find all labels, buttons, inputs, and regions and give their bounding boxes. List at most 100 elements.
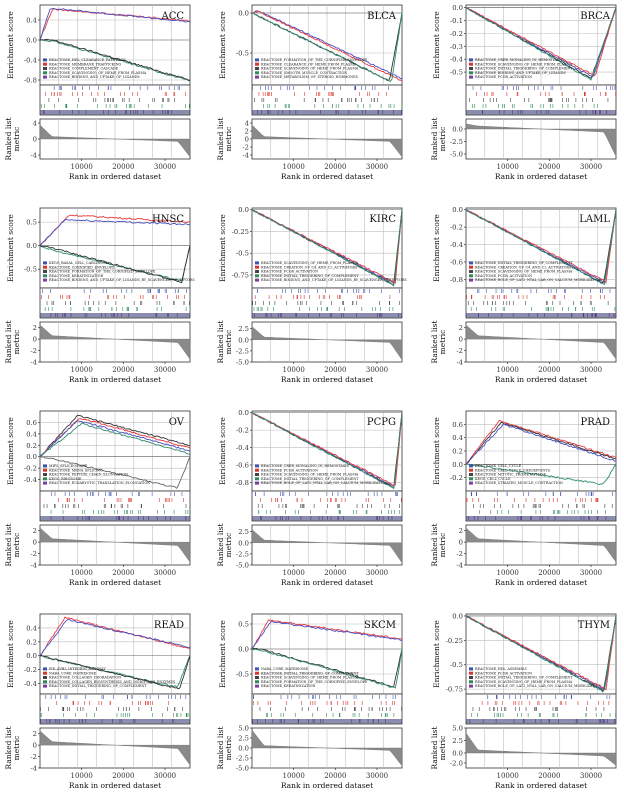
xtick-label: 20000	[324, 366, 346, 374]
legend-label: REACTOME_METABOLISM_OF_STEROID_HORMONES	[261, 75, 359, 79]
es-curve	[465, 615, 617, 691]
xtick-label: 20000	[324, 163, 346, 171]
rl-ytick-label: -2	[30, 753, 37, 761]
es-curve	[251, 412, 403, 486]
rl-ytick-label: -5.0	[450, 151, 463, 159]
rl-ytick-label: -4	[456, 359, 463, 367]
es-curve	[465, 615, 617, 693]
es-ytick-label: 0.5	[26, 219, 37, 227]
es-ytick-label: 0.4	[452, 434, 463, 442]
legend-swatch	[255, 270, 259, 273]
rl-ytick-label: 2	[459, 527, 463, 535]
es-curve	[39, 618, 191, 657]
es-ytick-label: 0.0	[238, 206, 249, 214]
rl-ytick-label: 0	[33, 136, 37, 144]
legend-label: REACTOME_CREATION_OF_C4_AND_C2_ACTIVATOR…	[261, 265, 358, 269]
xlabel: Rank in ordered dataset	[495, 578, 587, 587]
es-curve	[465, 7, 617, 77]
es-ytick-label: -0.5	[236, 671, 249, 679]
panel-ov: 0.60.40.20.0-0.2-0.4MIPS_SPLICEOSOMEREAC…	[4, 410, 191, 587]
legend-swatch	[255, 261, 259, 265]
rl-ytick-label: -5.0	[236, 765, 249, 773]
rl-ytick-label: 5.0	[452, 725, 463, 733]
es-ytick-label: 0.4	[26, 430, 37, 438]
es-curve	[251, 648, 403, 689]
xtick-label: 30000	[154, 366, 176, 374]
legend-swatch	[469, 671, 473, 675]
xlabel: Rank in ordered dataset	[69, 375, 161, 384]
rl-ylabel-line1: Ranked list	[4, 727, 13, 770]
es-ytick-label: -0.4	[24, 476, 37, 484]
panel-title: PRAD	[581, 417, 611, 428]
es-ytick-label: -0.25	[232, 228, 249, 236]
es-ytick-label: 0.0	[452, 612, 463, 620]
legend-swatch	[43, 274, 47, 278]
es-ylabel: Enrichment score	[6, 417, 15, 485]
rl-ytick-label: -2.5	[236, 755, 249, 763]
xlabel: Rank in ordered dataset	[495, 172, 587, 181]
legend-label: REACTOME_STRIATED_MUSCLE_CONTRACTION	[475, 481, 563, 485]
legend-label: REACTOME_COLLAGEN_BIOSYNTHESIS_AND_MODIF…	[49, 680, 176, 684]
legend-swatch	[469, 274, 473, 278]
es-ytick-label: -0.8	[450, 276, 463, 284]
panel-thym: 0.0-0.25-0.5-0.75REACTOME_HDL_ASSEMBLYRE…	[430, 612, 617, 790]
legend-swatch	[255, 473, 259, 476]
rl-ytick-label: -2	[456, 550, 463, 558]
legend-label: REACTOME_CREB_SIGNALING_IN_HEMOSTASIS	[261, 464, 350, 468]
rl-ytick-label: -2.5	[450, 138, 463, 146]
es-ytick-label: -0.6	[236, 461, 249, 469]
es-curve	[39, 38, 191, 81]
legend-label: REACTOME_SCAVENGING_OF_HEME_FROM_PLASMA	[261, 676, 359, 680]
legend-swatch	[469, 261, 473, 265]
legend-swatch	[43, 278, 47, 282]
rl-area	[251, 124, 403, 158]
rank-band	[40, 313, 190, 318]
rank-band	[252, 719, 402, 724]
panel-title: PCPG	[367, 417, 396, 428]
es-ylabel: Enrichment score	[6, 620, 15, 688]
legend-label: REACTOME_ROLE_OF_LAT2_NTAL_LAB_ON_CALCIU…	[475, 684, 602, 688]
rl-area	[39, 730, 191, 766]
panel-brca: 0.0 -0.1 -0.2 -0.3 -0.4 -0.5 REACTOME_CREB_SIG…	[430, 4, 617, 181]
xtick-label: 10000	[497, 772, 519, 780]
es-ytick-label: -0.2	[450, 474, 463, 482]
panel-read: 0.4 0.2 0.0 -0.2 -0.4 PID_AVB3_INTEGRIN_PATHW…	[4, 613, 191, 790]
rl-ylabel-line2: metric	[12, 736, 21, 761]
rl-ytick-label: 2	[245, 128, 249, 136]
legend-label: MIPS_SPLICEOSOME	[49, 464, 88, 468]
legend-label: REACTOME_SCAVENGING_OF_HEME_FROM_PLASMA	[49, 71, 147, 75]
legend-swatch	[43, 477, 47, 481]
legend-swatch	[43, 67, 47, 70]
es-curve	[39, 7, 191, 41]
legend-swatch	[469, 71, 473, 75]
es-curve	[39, 420, 191, 457]
es-ytick-label: -0.25	[446, 637, 463, 645]
rl-ytick-label: 0.0	[452, 126, 463, 134]
rl-ylabel-line1: Ranked list	[4, 118, 13, 161]
rl-ytick-label: 0	[33, 742, 37, 750]
es-ytick-label: -0.4	[236, 444, 249, 452]
rl-ytick-label: 2.5	[238, 735, 249, 743]
es-curve	[39, 616, 191, 657]
legend-swatch	[469, 468, 473, 472]
es-ytick-label: 0.0	[452, 461, 463, 469]
rank-band	[252, 313, 402, 318]
rl-ylabel-line2: metric	[438, 533, 447, 558]
legend-swatch	[469, 265, 473, 269]
rl-ytick-label: 0.0	[238, 539, 249, 547]
panel-pcpg: 0.0 -0.2 -0.4 -0.6 -0.8 REACTOME_CREB_SIGNALI…	[216, 409, 403, 587]
legend-swatch	[469, 278, 473, 282]
es-ylabel: Enrichment score	[218, 620, 227, 688]
rl-area	[39, 527, 191, 563]
rl-ylabel-line2: metric	[438, 330, 447, 355]
legend-label: REACTOME_EUKARYOTIC_TRANSLATION_ELONGATI…	[49, 481, 150, 485]
es-ytick-label: -0.4	[450, 241, 463, 249]
es-ylabel: Enrichment score	[6, 11, 15, 79]
legend-label: REACTOME_FORMATION_OF_THE_CORNIFIED_ENVE…	[261, 680, 368, 684]
rl-ylabel-line2: metric	[224, 127, 233, 152]
xtick-label: 20000	[112, 366, 134, 374]
es-ytick-label: 0.0	[238, 10, 249, 18]
es-ytick-label: 0.0	[238, 409, 249, 417]
panel-kirc: 0.0 -0.25 -0.5 -0.75 REACTOME_SCAVENGING_OF_…	[216, 206, 407, 384]
es-ytick-label: 0.2	[452, 448, 463, 456]
